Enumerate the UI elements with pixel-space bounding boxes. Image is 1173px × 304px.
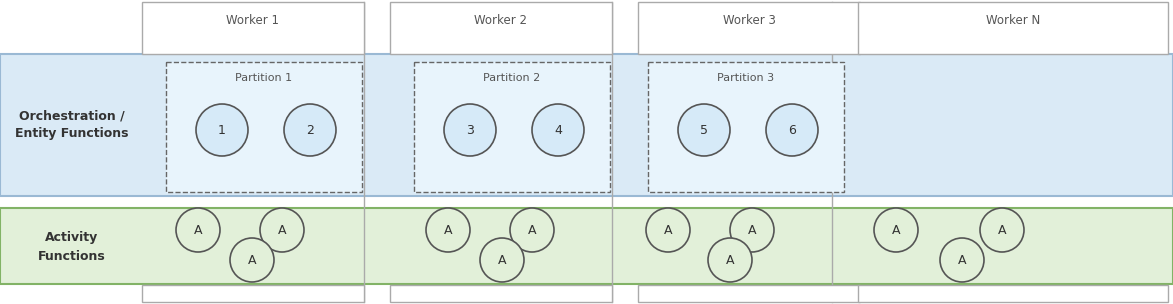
Text: A: A — [497, 254, 507, 267]
Bar — [0, 54, 1173, 196]
Circle shape — [646, 208, 690, 252]
Bar — [638, 285, 860, 302]
Circle shape — [230, 238, 274, 282]
Circle shape — [940, 238, 984, 282]
Bar — [389, 285, 612, 302]
Text: 1: 1 — [218, 123, 226, 136]
Text: Partition 3: Partition 3 — [718, 73, 774, 83]
Text: Worker 2: Worker 2 — [475, 13, 528, 26]
Text: 2: 2 — [306, 123, 314, 136]
Circle shape — [708, 238, 752, 282]
Text: A: A — [248, 254, 256, 267]
Text: Activity
Functions: Activity Functions — [39, 232, 106, 262]
Text: A: A — [891, 223, 900, 237]
Circle shape — [176, 208, 221, 252]
Circle shape — [533, 104, 584, 156]
Bar — [647, 62, 845, 192]
Bar — [142, 2, 364, 54]
Circle shape — [766, 104, 818, 156]
Circle shape — [510, 208, 554, 252]
Circle shape — [260, 208, 304, 252]
Bar — [142, 285, 364, 302]
Text: Worker 3: Worker 3 — [723, 13, 775, 26]
Text: 4: 4 — [554, 123, 562, 136]
Text: A: A — [443, 223, 453, 237]
Text: A: A — [278, 223, 286, 237]
Bar — [389, 2, 612, 54]
Text: 6: 6 — [788, 123, 796, 136]
Bar — [857, 2, 1168, 54]
Circle shape — [480, 238, 524, 282]
Text: Partition 2: Partition 2 — [483, 73, 541, 83]
Text: A: A — [194, 223, 202, 237]
Text: Orchestration /
Entity Functions: Orchestration / Entity Functions — [15, 109, 129, 140]
Circle shape — [445, 104, 496, 156]
Bar — [857, 285, 1168, 302]
Text: A: A — [726, 254, 734, 267]
Text: A: A — [528, 223, 536, 237]
Circle shape — [874, 208, 918, 252]
Circle shape — [196, 104, 248, 156]
Circle shape — [284, 104, 335, 156]
Text: A: A — [957, 254, 967, 267]
Text: 3: 3 — [466, 123, 474, 136]
Text: A: A — [747, 223, 757, 237]
Text: A: A — [664, 223, 672, 237]
Bar — [167, 62, 362, 192]
Text: 5: 5 — [700, 123, 708, 136]
Circle shape — [979, 208, 1024, 252]
Bar — [0, 208, 1173, 284]
Text: Partition 1: Partition 1 — [236, 73, 292, 83]
Text: A: A — [998, 223, 1006, 237]
Bar — [414, 62, 610, 192]
Circle shape — [426, 208, 470, 252]
Text: Worker 1: Worker 1 — [226, 13, 279, 26]
Circle shape — [730, 208, 774, 252]
Bar — [638, 2, 860, 54]
Circle shape — [678, 104, 730, 156]
Text: Worker N: Worker N — [985, 13, 1040, 26]
